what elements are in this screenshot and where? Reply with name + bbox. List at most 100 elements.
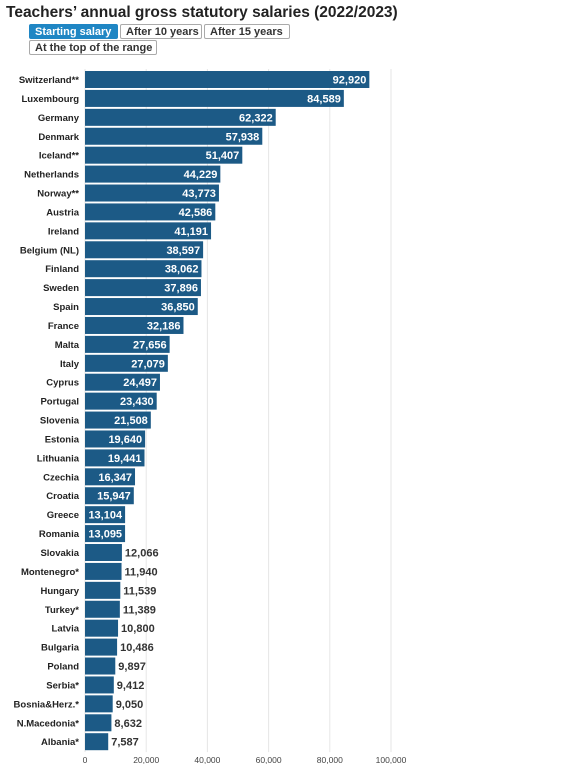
bar-belgium-nl: [85, 241, 204, 259]
category-label: Czechia: [43, 472, 80, 483]
bar-malta: [85, 335, 170, 353]
value-label: 12,066: [125, 548, 159, 560]
value-label: 43,773: [182, 188, 216, 200]
category-label: Germany: [38, 113, 80, 124]
bar-finland: [85, 260, 202, 278]
bar-romania: [85, 525, 126, 543]
bar-norway: [85, 184, 219, 202]
category-label: Romania: [39, 529, 80, 540]
category-label: Serbia*: [46, 680, 79, 691]
category-label: Belgium (NL): [20, 245, 79, 256]
category-label: Italy: [60, 359, 80, 370]
bar-lithuania: [85, 449, 145, 467]
x-tick-label: 80,000: [317, 755, 343, 765]
bar-spain: [85, 298, 198, 316]
category-label: Norway**: [37, 189, 79, 200]
value-label: 11,389: [123, 604, 156, 616]
value-label: 38,597: [166, 245, 200, 257]
value-label: 84,589: [307, 93, 341, 105]
bar-hungary: [85, 581, 121, 599]
category-label: Hungary: [40, 586, 79, 597]
value-label: 32,186: [147, 320, 181, 332]
value-label: 42,586: [179, 207, 213, 219]
x-tick-label: 100,000: [376, 755, 407, 765]
bar-cyprus: [85, 373, 160, 391]
category-label: Finland: [45, 264, 79, 275]
category-label: Sweden: [43, 283, 79, 294]
bar-germany: [85, 108, 276, 126]
value-label: 38,062: [165, 264, 199, 276]
category-label: Albania*: [41, 737, 79, 748]
category-label: Denmark: [38, 132, 79, 143]
bar-greece: [85, 506, 126, 524]
bar-switzerland: [85, 71, 370, 88]
category-label: Austria: [46, 207, 79, 218]
category-label: Switzerland**: [19, 75, 79, 86]
value-label: 13,095: [88, 529, 122, 541]
category-label: N.Macedonia*: [17, 718, 80, 729]
category-label: Malta: [55, 340, 80, 351]
category-label: Luxembourg: [21, 94, 79, 105]
value-label: 9,050: [116, 699, 144, 711]
value-label: 24,497: [123, 377, 157, 389]
value-label: 44,229: [184, 169, 218, 181]
bar-latvia: [85, 619, 119, 637]
bar-italy: [85, 354, 168, 372]
tab-after-15-years[interactable]: After 15 years: [204, 24, 290, 39]
tab-top-of-range[interactable]: At the top of the range: [29, 40, 157, 55]
bar-czechia: [85, 468, 136, 486]
value-label: 92,920: [333, 75, 367, 87]
category-label: Netherlands: [24, 170, 79, 181]
value-label: 27,079: [131, 358, 165, 370]
value-label: 13,104: [88, 510, 123, 522]
bar-turkey: [85, 600, 120, 618]
category-label: Iceland**: [39, 151, 79, 162]
value-label: 10,486: [120, 642, 154, 654]
bar-bosnia-herz: [85, 695, 113, 713]
bar-bulgaria: [85, 638, 118, 656]
category-label: Slovakia: [40, 548, 79, 559]
value-label: 21,508: [114, 415, 148, 427]
bar-slovakia: [85, 544, 122, 561]
category-label: Portugal: [40, 397, 79, 408]
category-label: Lithuania: [37, 453, 80, 464]
bar-montenegro: [85, 562, 122, 580]
value-label: 36,850: [161, 302, 195, 314]
bar-slovenia: [85, 411, 151, 429]
value-label: 9,897: [118, 661, 146, 673]
value-label: 57,938: [226, 131, 260, 143]
value-label: 62,322: [239, 112, 273, 124]
bar-n-macedonia: [85, 714, 112, 732]
value-label: 27,656: [133, 339, 167, 351]
value-label: 15,947: [97, 491, 131, 503]
value-label: 16,347: [98, 472, 132, 484]
value-label: 37,896: [164, 283, 198, 295]
bar-iceland: [85, 146, 243, 164]
bar-poland: [85, 657, 116, 675]
value-label: 41,191: [174, 226, 208, 238]
category-label: Greece: [47, 510, 79, 521]
category-label: Spain: [53, 302, 79, 313]
category-labels: Switzerland** Luxembourg Germany Denmark Ice…: [14, 75, 80, 748]
value-label: 7,587: [111, 737, 139, 749]
x-axis-ticks: 0 20,000 40,000 60,000 80,000 100,000: [83, 755, 407, 765]
category-label: Ireland: [48, 226, 79, 237]
bar-luxembourg: [85, 89, 344, 107]
tab-starting-salary[interactable]: Starting salary: [29, 24, 118, 39]
bar-sweden: [85, 279, 201, 297]
bar-austria: [85, 203, 216, 221]
bar-france: [85, 316, 184, 334]
bars: [85, 71, 370, 751]
x-tick-label: 40,000: [194, 755, 220, 765]
bar-serbia: [85, 676, 114, 694]
value-label: 11,539: [123, 585, 156, 597]
category-label: France: [48, 321, 79, 332]
x-tick-label: 60,000: [256, 755, 282, 765]
bar-ireland: [85, 222, 212, 240]
category-label: Cyprus: [46, 378, 79, 389]
category-label: Montenegro*: [21, 567, 79, 578]
value-label: 11,940: [125, 566, 158, 578]
tab-after-10-years[interactable]: After 10 years: [120, 24, 202, 39]
category-label: Bosnia&Herz.*: [14, 699, 80, 710]
